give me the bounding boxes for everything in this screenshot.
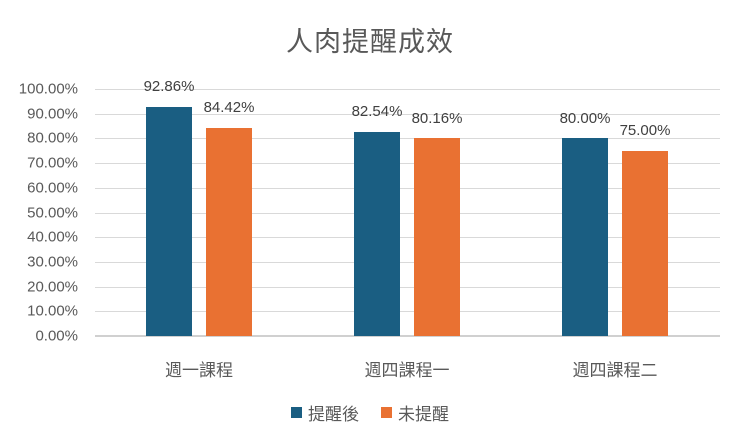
x-axis-line [95, 335, 720, 337]
bar-series2-cat3 [622, 150, 668, 336]
y-tick-label: 30.00% [27, 253, 78, 271]
data-label: 75.00% [619, 122, 671, 139]
legend: 提醒後 未提醒 [0, 400, 740, 425]
gridline [95, 89, 720, 90]
data-label: 82.54% [351, 103, 403, 120]
x-category-label: 週四課程二 [572, 361, 658, 381]
legend-swatch-icon [291, 407, 302, 418]
bar-series1-cat1 [146, 106, 192, 336]
y-tick-label: 90.00% [27, 105, 78, 123]
gridline [95, 187, 720, 189]
y-tick-label: 10.00% [27, 302, 78, 320]
gridline [95, 311, 720, 313]
bar-series2-cat1 [206, 127, 252, 336]
gridline [95, 113, 720, 115]
data-label: 80.16% [411, 110, 463, 127]
gridline [95, 138, 720, 140]
plot-area [95, 89, 720, 337]
y-tick-label: 80.00% [27, 129, 78, 147]
y-tick-label: 100.00% [18, 80, 78, 98]
legend-swatch-icon [381, 407, 392, 418]
legend-item-series2[interactable]: 未提醒 [381, 400, 449, 425]
data-label: 92.86% [143, 78, 195, 95]
bar-series1-cat3 [562, 138, 608, 336]
x-category-label: 週四課程一 [364, 361, 450, 381]
gridline [95, 212, 720, 214]
data-label: 84.42% [203, 99, 255, 116]
y-tick-label: 50.00% [27, 204, 78, 221]
gridline [95, 286, 720, 288]
y-tick-label: 40.00% [27, 228, 78, 246]
y-tick-label: 20.00% [27, 278, 78, 296]
x-category-label: 週一課程 [165, 361, 233, 381]
chart-title: 人肉提醒成效 [286, 27, 454, 58]
y-tick-label: 70.00% [27, 154, 78, 172]
gridline [95, 261, 720, 263]
data-label: 80.00% [559, 110, 611, 127]
y-tick-label: 0.00% [35, 327, 78, 345]
legend-item-series1[interactable]: 提醒後 [291, 400, 359, 425]
gridline [95, 163, 720, 165]
bar-series1-cat2 [354, 132, 400, 336]
bar-series2-cat2 [414, 138, 460, 336]
gridline [95, 237, 720, 239]
legend-label: 未提醒 [398, 405, 449, 425]
y-tick-label: 60.00% [27, 179, 78, 197]
legend-label: 提醒後 [308, 405, 359, 425]
